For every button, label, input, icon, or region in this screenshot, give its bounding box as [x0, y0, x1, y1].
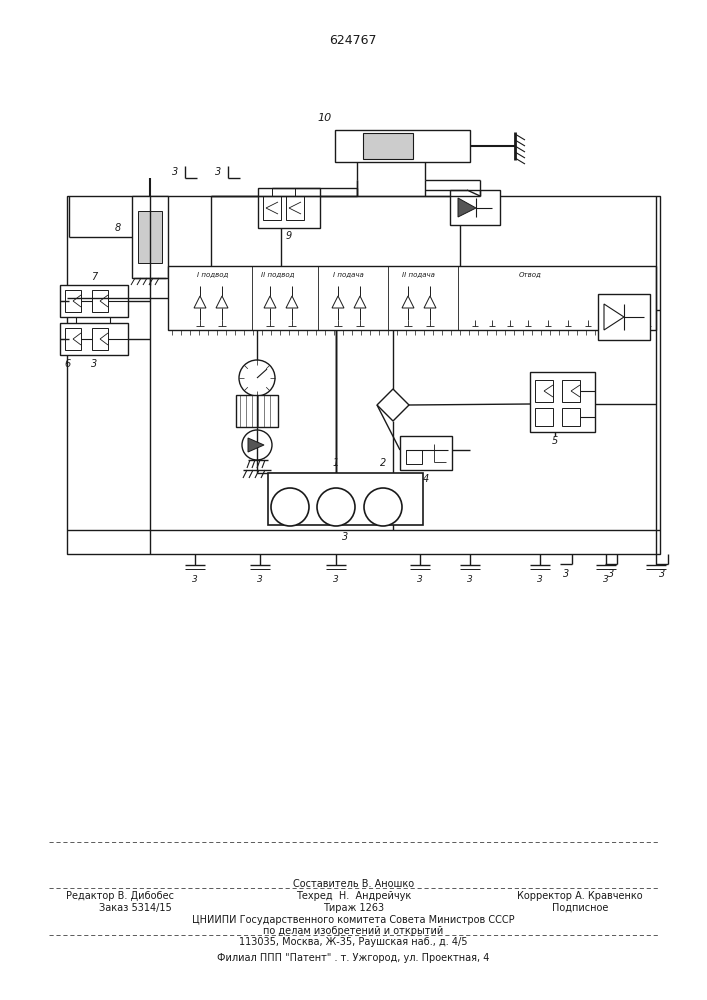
Text: M: M	[284, 500, 296, 514]
Bar	[65, 290, 81, 312]
Bar	[400, 436, 452, 470]
Text: 3: 3	[603, 574, 609, 584]
Text: 5: 5	[552, 436, 558, 446]
Circle shape	[271, 488, 309, 526]
Bar	[92, 290, 108, 312]
Text: Отвод: Отвод	[518, 271, 542, 277]
Circle shape	[239, 360, 275, 396]
Bar	[92, 328, 108, 350]
Text: 3: 3	[257, 574, 263, 584]
Bar	[236, 395, 278, 427]
Text: 3: 3	[91, 359, 97, 369]
Text: 113035, Москва, Ж-35, Раушская наб., д. 4/5: 113035, Москва, Ж-35, Раушская наб., д. …	[239, 937, 468, 947]
Text: 4: 4	[423, 474, 429, 484]
Polygon shape	[373, 499, 391, 515]
Bar	[562, 380, 580, 402]
Text: 3: 3	[192, 574, 198, 584]
Bar	[450, 190, 500, 225]
Text: 3: 3	[333, 574, 339, 584]
Polygon shape	[326, 499, 344, 515]
Text: ЦНИИПИ Государственного комитета Совета Министров СССР: ЦНИИПИ Государственного комитета Совета …	[192, 915, 515, 925]
Circle shape	[317, 488, 355, 526]
Text: ІІ подвод: ІІ подвод	[262, 271, 295, 277]
Text: 3: 3	[608, 569, 614, 579]
Bar	[530, 372, 595, 432]
Text: Подписное: Подписное	[551, 903, 608, 913]
Bar	[406, 450, 422, 464]
Bar	[535, 408, 553, 426]
Circle shape	[364, 488, 402, 526]
Polygon shape	[458, 198, 476, 217]
Bar	[286, 196, 304, 220]
Text: 3: 3	[417, 574, 423, 584]
Bar	[598, 294, 650, 340]
Text: 9: 9	[286, 231, 292, 241]
Text: Составитель В. Аношко: Составитель В. Аношко	[293, 879, 414, 889]
Text: 7: 7	[91, 272, 97, 282]
Text: 3: 3	[467, 574, 473, 584]
Bar	[132, 196, 168, 278]
Text: Тираж 1263: Тираж 1263	[323, 903, 384, 913]
Text: Редактор В. Дибобес: Редактор В. Дибобес	[66, 891, 174, 901]
Text: 6: 6	[65, 359, 71, 369]
Bar	[562, 408, 580, 426]
Bar	[138, 211, 162, 263]
Text: 3: 3	[215, 167, 221, 177]
Bar	[258, 188, 320, 228]
Text: 624767: 624767	[329, 33, 377, 46]
Text: Техред  Н.  Андрейчук: Техред Н. Андрейчук	[296, 891, 411, 901]
Text: Заказ 5314/15: Заказ 5314/15	[99, 903, 172, 913]
Bar	[65, 328, 81, 350]
Polygon shape	[248, 438, 264, 452]
Text: 1: 1	[333, 458, 339, 468]
Text: 3: 3	[659, 569, 665, 579]
Text: Филиал ППП "Патент" . т. Ужгород, ул. Проектная, 4: Филиал ППП "Патент" . т. Ужгород, ул. Пр…	[217, 953, 490, 963]
Bar	[363, 133, 413, 159]
Text: 3: 3	[563, 569, 569, 579]
Text: Корректор А. Кравченко: Корректор А. Кравченко	[517, 891, 643, 901]
Bar	[335, 130, 470, 162]
Text: 3: 3	[537, 574, 543, 584]
Circle shape	[242, 430, 272, 460]
Bar	[60, 323, 128, 355]
Bar	[168, 266, 656, 330]
Bar	[263, 196, 281, 220]
Text: 3: 3	[172, 167, 178, 177]
Text: по делам изобретений и открытий: по делам изобретений и открытий	[264, 926, 443, 936]
Text: 8: 8	[115, 223, 121, 233]
Bar	[67, 196, 660, 554]
Text: 3: 3	[342, 532, 348, 542]
Bar	[60, 285, 128, 317]
Bar	[535, 380, 553, 402]
Bar	[268, 473, 423, 525]
Text: 10: 10	[318, 113, 332, 123]
Text: І подача: І подача	[332, 271, 363, 277]
Text: І подвод: І подвод	[197, 271, 228, 277]
Text: 2: 2	[380, 458, 386, 468]
Text: ІІ подача: ІІ подача	[402, 271, 434, 277]
